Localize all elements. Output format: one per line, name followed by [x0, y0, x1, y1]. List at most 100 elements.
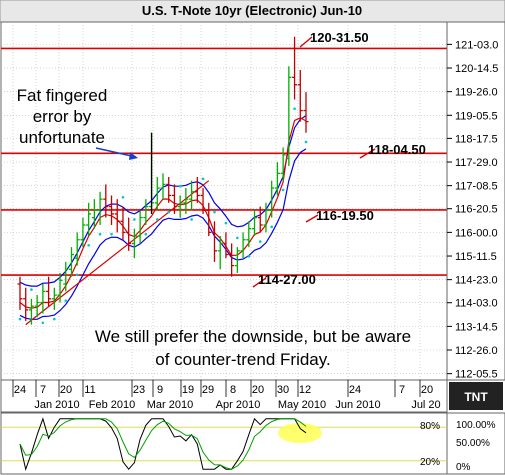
plot-frame: [0, 21, 448, 381]
x-day-label: 8: [230, 384, 236, 396]
x-day-label: 24: [349, 384, 361, 396]
fat-finger-line-2: error by: [33, 107, 92, 126]
price-bar: [28, 298, 34, 325]
x-month-label: Jul 20: [411, 399, 440, 411]
y-tick-label: 113-14.5: [455, 321, 498, 333]
fat-finger-arrow: [95, 147, 137, 158]
x-day-label: 9: [157, 384, 163, 396]
price-bar: [23, 287, 29, 321]
price-bar: [286, 66, 292, 166]
x-day-label: 20: [252, 384, 264, 396]
price-bar: [114, 199, 120, 233]
price-bar: [194, 177, 200, 203]
x-month-label: Feb 2010: [89, 399, 135, 411]
y-tick-label: 117-08.5: [455, 181, 498, 193]
price-bar: [274, 162, 280, 196]
oscillator-axis: [446, 412, 505, 475]
level-layer: 120-31.50 118-04.50 116-19.50 114-27.00: [1, 30, 447, 288]
price-bar: [68, 247, 74, 277]
x-month-label: May 2010: [278, 399, 326, 411]
price-bar: [297, 69, 303, 122]
y-tick-label: 112-26.0: [455, 345, 498, 357]
price-bar: [280, 147, 286, 181]
level-leader: [359, 148, 376, 159]
x-day-label: 29: [202, 384, 214, 396]
price-bar: [200, 188, 206, 214]
x-month-label: Jan 2010: [34, 399, 79, 411]
price-bar: [246, 221, 252, 248]
level-leader: [299, 36, 313, 48]
sar-dot: [64, 299, 68, 302]
sar-dot: [41, 321, 45, 325]
y-tick-layer: 121-03.0 120-14.5 119-26.0 119-05.5 118-17.5…: [447, 39, 498, 381]
chart-title: U.S. T-Note 10yr (Electronic) Jun-10: [142, 3, 362, 18]
price-bar: [252, 210, 258, 237]
price-bar: [160, 173, 166, 200]
price-bar: [263, 202, 269, 233]
price-bar: [154, 177, 160, 211]
price-bar: [80, 217, 86, 248]
price-bar: [189, 180, 195, 211]
level-label: 120-31.50: [310, 30, 369, 45]
x-month-label: Mar 2010: [147, 399, 193, 411]
price-bar: [86, 202, 92, 237]
y-tick-label: 112-05.5: [455, 369, 498, 381]
y-tick-label: 114-03.0: [455, 298, 498, 310]
fat-finger-arrowhead: [129, 152, 138, 160]
price-bar: [17, 276, 23, 310]
price-bar: [91, 199, 97, 229]
sar-dot: [53, 317, 56, 321]
y-tick-label: 119-05.5: [455, 110, 498, 122]
x-day-label: 30: [277, 384, 289, 396]
price-bar: [229, 243, 235, 277]
sar-dot: [121, 196, 125, 199]
sar-dot: [270, 225, 273, 229]
x-day-label: 19: [182, 384, 194, 396]
trend-line: [25, 180, 210, 326]
x-day-label: 11: [84, 384, 95, 396]
price-bar: [137, 210, 143, 244]
price-bar: [103, 184, 109, 218]
y-tick-label: 118-17.5: [455, 133, 498, 145]
price-bar: [171, 184, 177, 214]
x-tick-layer: 24 7 20 11 23 9 19 29 8 20 30 12 24 7 20 Jan 2010 Feb 20…: [12, 380, 441, 411]
price-bar: [120, 206, 126, 240]
sar-dot: [75, 273, 79, 277]
price-bar: [40, 284, 46, 314]
x-day-label: 7: [40, 384, 46, 396]
osc-label-100: 100.00%: [456, 420, 496, 431]
price-bar: [74, 232, 80, 266]
x-day-label: 12: [299, 384, 311, 396]
sar-dot: [144, 232, 148, 236]
tnt-logo: TNT: [449, 382, 503, 410]
grid-layer: [1, 22, 447, 380]
date-axis: [0, 379, 448, 413]
level-label: 118-04.50: [368, 142, 426, 157]
osc-label-0: 0%: [456, 462, 471, 473]
x-day-label: 7: [399, 384, 405, 396]
x-month-label: Jun 2010: [335, 399, 380, 411]
osc-level-20: 20%: [420, 457, 440, 468]
x-month-label: Apr 2010: [216, 399, 261, 411]
y-tick-label: 120-14.5: [455, 63, 498, 75]
price-bar: [109, 195, 115, 225]
y-tick-label: 114-23.0: [455, 275, 498, 287]
note-line-1: We still prefer the downside, but be awa…: [95, 327, 411, 346]
price-bar: [217, 236, 223, 270]
level-leader: [252, 277, 267, 288]
price-bar: [51, 287, 57, 310]
x-day-label: 20: [60, 384, 72, 396]
price-bar: [183, 188, 189, 214]
y-tick-label: 116-00.0: [455, 227, 498, 239]
fat-finger-line-3: unfortunate: [19, 128, 105, 147]
osc-level-80: 80%: [420, 421, 440, 432]
price-bar: [63, 261, 69, 292]
sar-dot: [30, 288, 33, 291]
y-tick-label: 121-03.0: [455, 39, 498, 51]
logo-background: [449, 382, 503, 410]
sar-dot: [213, 210, 216, 214]
price-bar: [206, 202, 212, 237]
x-day-label: 20: [421, 384, 433, 396]
